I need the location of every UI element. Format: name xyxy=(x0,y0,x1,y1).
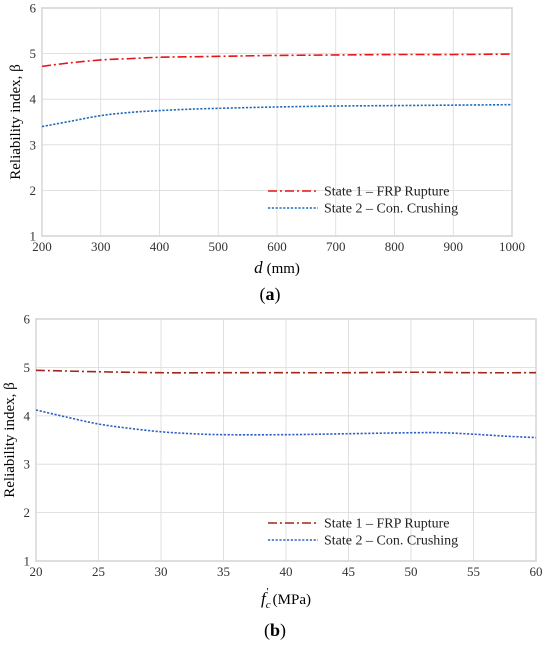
series-line-2 xyxy=(35,409,537,439)
x-tick-label: 25 xyxy=(92,564,105,579)
chart-panel-a: 200 300 400 500 600 700 800 900 1000 1 2 3 4 5 6 Stat… xyxy=(8,1,525,306)
x-tick-label: 30 xyxy=(155,564,168,579)
legend-b: State 1 – FRP Rupture State 2 – Con. Crus… xyxy=(268,517,458,549)
x-tick-label: 45 xyxy=(342,564,355,579)
x-axis-subscript: c xyxy=(266,599,271,611)
y-tick-labels-a: 1 2 3 4 5 6 xyxy=(30,1,37,244)
grid-b xyxy=(35,318,537,562)
x-tick-label: 500 xyxy=(209,239,229,254)
x-tick-label: 700 xyxy=(326,239,346,254)
series-line-1 xyxy=(35,369,537,374)
x-axis-unit: (mm) xyxy=(267,261,300,277)
y-tick-label: 5 xyxy=(30,46,37,61)
x-tick-labels-b: 20 25 30 35 40 45 50 55 60 xyxy=(30,564,543,579)
x-tick-labels-a: 200 300 400 500 600 700 800 900 1000 xyxy=(32,239,525,254)
panel-paren-close: ) xyxy=(280,620,286,641)
x-tick-label: 600 xyxy=(267,239,287,254)
x-tick-label: 1000 xyxy=(499,239,525,254)
x-tick-label: 50 xyxy=(405,564,418,579)
panel-paren-close: ) xyxy=(275,284,281,305)
x-tick-label: 35 xyxy=(217,564,230,579)
x-tick-label: 800 xyxy=(385,239,405,254)
y-tick-label: 4 xyxy=(24,408,31,423)
y-tick-label: 1 xyxy=(30,229,37,244)
y-tick-label: 1 xyxy=(24,554,31,569)
series-b xyxy=(35,369,537,439)
legend-label-1: State 1 – FRP Rupture xyxy=(324,517,450,532)
y-tick-label: 3 xyxy=(24,457,31,472)
y-tick-labels-b: 1 2 3 4 5 6 xyxy=(24,312,31,569)
series-line-2 xyxy=(41,103,513,128)
y-tick-label: 6 xyxy=(30,1,37,16)
y-tick-label: 6 xyxy=(24,312,31,327)
x-axis-unit: (MPa) xyxy=(273,592,311,608)
x-axis-superscript: ' xyxy=(267,586,269,598)
x-axis-symbol: f xyxy=(261,589,268,608)
y-tick-label: 2 xyxy=(24,505,31,520)
x-axis-label-a: d (mm) xyxy=(254,258,300,277)
panel-label-a: (a) xyxy=(260,284,281,305)
x-tick-label: 40 xyxy=(280,564,293,579)
series-a xyxy=(41,53,513,128)
x-axis-symbol: d xyxy=(254,258,263,277)
panel-paren-open: ( xyxy=(264,620,270,641)
x-tick-label: 300 xyxy=(91,239,111,254)
y-tick-label: 3 xyxy=(30,137,37,152)
panel-paren-open: ( xyxy=(260,284,266,305)
legend-label-2: State 2 – Con. Crushing xyxy=(324,202,458,217)
panel-label-b: (b) xyxy=(264,620,286,641)
panel-letter-a: a xyxy=(266,284,275,304)
x-tick-label: 20 xyxy=(30,564,43,579)
y-axis-label-a: Reliability index, β xyxy=(8,64,24,180)
x-tick-label: 900 xyxy=(444,239,464,254)
legend-label-1: State 1 – FRP Rupture xyxy=(324,185,450,200)
x-axis-label-b: fc' (MPa) xyxy=(261,586,311,611)
y-tick-label: 5 xyxy=(24,360,31,375)
legend-a: State 1 – FRP Rupture State 2 – Con. Crus… xyxy=(268,185,458,217)
y-axis-label-b: Reliability index, β xyxy=(2,382,18,498)
panel-letter-b: b xyxy=(270,620,280,640)
y-tick-label: 2 xyxy=(30,183,37,198)
y-tick-label: 4 xyxy=(30,92,37,107)
grid-a xyxy=(41,7,513,237)
x-tick-label: 200 xyxy=(32,239,52,254)
legend-label-2: State 2 – Con. Crushing xyxy=(324,534,458,549)
x-tick-label: 55 xyxy=(467,564,480,579)
x-tick-label: 400 xyxy=(150,239,170,254)
x-tick-label: 60 xyxy=(530,564,543,579)
series-line-1 xyxy=(41,53,513,68)
